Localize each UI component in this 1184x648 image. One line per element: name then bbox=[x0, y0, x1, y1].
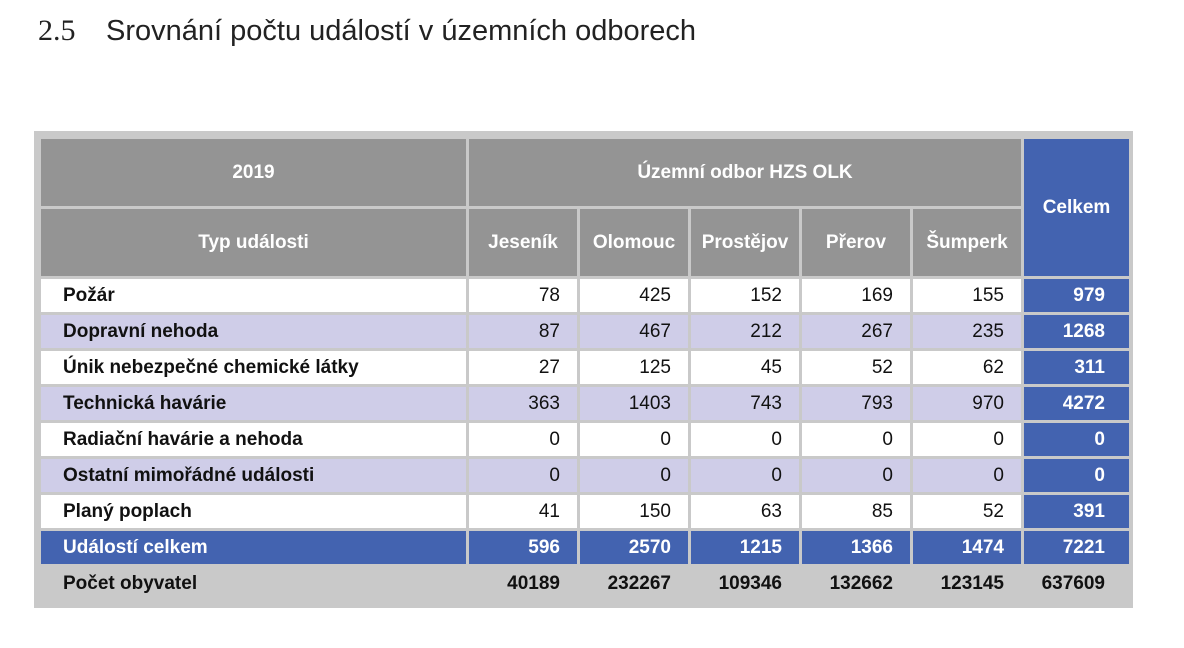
cell-value: 267 bbox=[802, 315, 910, 348]
table-row: Únik nebezpečné chemické látky 27 125 45… bbox=[41, 351, 1129, 384]
row-label: Požár bbox=[41, 279, 466, 312]
sum-total: 7221 bbox=[1024, 531, 1129, 564]
cell-value: 85 bbox=[802, 495, 910, 528]
column-header: Jeseník bbox=[469, 209, 577, 276]
cell-value: 52 bbox=[913, 495, 1021, 528]
column-header: Šumperk bbox=[913, 209, 1021, 276]
cell-value: 125 bbox=[580, 351, 688, 384]
section-heading: 2.5 Srovnání počtu událostí v územních o… bbox=[38, 14, 696, 54]
sum-row-label: Událostí celkem bbox=[41, 531, 466, 564]
cell-value: 0 bbox=[913, 423, 1021, 456]
row-label: Radiační havárie a nehoda bbox=[41, 423, 466, 456]
population-value: 232267 bbox=[580, 567, 688, 600]
column-header: Olomouc bbox=[580, 209, 688, 276]
population-row-label: Počet obyvatel bbox=[41, 567, 466, 600]
cell-value: 0 bbox=[580, 423, 688, 456]
row-total: 979 bbox=[1024, 279, 1129, 312]
table-row: Radiační havárie a nehoda 0 0 0 0 0 0 bbox=[41, 423, 1129, 456]
row-total: 311 bbox=[1024, 351, 1129, 384]
cell-value: 0 bbox=[469, 459, 577, 492]
row-label: Dopravní nehoda bbox=[41, 315, 466, 348]
sum-value: 2570 bbox=[580, 531, 688, 564]
sum-value: 1215 bbox=[691, 531, 799, 564]
table-row: Technická havárie 363 1403 743 793 970 4… bbox=[41, 387, 1129, 420]
row-total: 0 bbox=[1024, 459, 1129, 492]
population-total: 637609 bbox=[1024, 567, 1129, 600]
events-table-frame: 2019 Územní odbor HZS OLK Celkem Typ udá… bbox=[34, 131, 1133, 608]
cell-value: 63 bbox=[691, 495, 799, 528]
cell-value: 970 bbox=[913, 387, 1021, 420]
row-label: Únik nebezpečné chemické látky bbox=[41, 351, 466, 384]
events-table: 2019 Územní odbor HZS OLK Celkem Typ udá… bbox=[38, 136, 1132, 603]
cell-value: 0 bbox=[580, 459, 688, 492]
cell-value: 0 bbox=[802, 423, 910, 456]
header-row-top: 2019 Územní odbor HZS OLK Celkem bbox=[41, 139, 1129, 276]
sum-value: 596 bbox=[469, 531, 577, 564]
section-number: 2.5 bbox=[38, 14, 76, 47]
cell-value: 155 bbox=[913, 279, 1021, 312]
population-value: 40189 bbox=[469, 567, 577, 600]
cell-value: 45 bbox=[691, 351, 799, 384]
cell-value: 41 bbox=[469, 495, 577, 528]
year-header: 2019 bbox=[41, 139, 466, 206]
section-title: Srovnání počtu událostí v územních odbor… bbox=[106, 15, 697, 47]
table-row: Dopravní nehoda 87 467 212 267 235 1268 bbox=[41, 315, 1129, 348]
total-header: Celkem bbox=[1024, 139, 1129, 276]
cell-value: 62 bbox=[913, 351, 1021, 384]
cell-value: 27 bbox=[469, 351, 577, 384]
cell-value: 235 bbox=[913, 315, 1021, 348]
cell-value: 0 bbox=[469, 423, 577, 456]
cell-value: 169 bbox=[802, 279, 910, 312]
row-total: 391 bbox=[1024, 495, 1129, 528]
cell-value: 0 bbox=[802, 459, 910, 492]
row-total: 0 bbox=[1024, 423, 1129, 456]
population-value: 123145 bbox=[913, 567, 1021, 600]
cell-value: 1403 bbox=[580, 387, 688, 420]
cell-value: 793 bbox=[802, 387, 910, 420]
row-label: Planý poplach bbox=[41, 495, 466, 528]
cell-value: 363 bbox=[469, 387, 577, 420]
table-row: Planý poplach 41 150 63 85 52 391 bbox=[41, 495, 1129, 528]
column-header: Prostějov bbox=[691, 209, 799, 276]
cell-value: 467 bbox=[580, 315, 688, 348]
sum-value: 1366 bbox=[802, 531, 910, 564]
population-value: 109346 bbox=[691, 567, 799, 600]
sum-value: 1474 bbox=[913, 531, 1021, 564]
cell-value: 425 bbox=[580, 279, 688, 312]
row-total: 4272 bbox=[1024, 387, 1129, 420]
column-header: Přerov bbox=[802, 209, 910, 276]
cell-value: 0 bbox=[691, 459, 799, 492]
cell-value: 87 bbox=[469, 315, 577, 348]
row-label: Ostatní mimořádné události bbox=[41, 459, 466, 492]
type-header: Typ události bbox=[41, 209, 466, 276]
cell-value: 150 bbox=[580, 495, 688, 528]
row-label: Technická havárie bbox=[41, 387, 466, 420]
cell-value: 212 bbox=[691, 315, 799, 348]
header-row-columns: Typ události Jeseník Olomouc Prostějov P… bbox=[41, 209, 1129, 276]
table-row: Požár 78 425 152 169 155 979 bbox=[41, 279, 1129, 312]
population-value: 132662 bbox=[802, 567, 910, 600]
cell-value: 152 bbox=[691, 279, 799, 312]
population-row: Počet obyvatel 40189 232267 109346 13266… bbox=[41, 567, 1129, 600]
cell-value: 0 bbox=[913, 459, 1021, 492]
cell-value: 78 bbox=[469, 279, 577, 312]
sum-row: Událostí celkem 596 2570 1215 1366 1474 … bbox=[41, 531, 1129, 564]
group-header: Územní odbor HZS OLK bbox=[469, 139, 1021, 206]
table-row: Ostatní mimořádné události 0 0 0 0 0 0 bbox=[41, 459, 1129, 492]
cell-value: 743 bbox=[691, 387, 799, 420]
cell-value: 52 bbox=[802, 351, 910, 384]
cell-value: 0 bbox=[691, 423, 799, 456]
row-total: 1268 bbox=[1024, 315, 1129, 348]
